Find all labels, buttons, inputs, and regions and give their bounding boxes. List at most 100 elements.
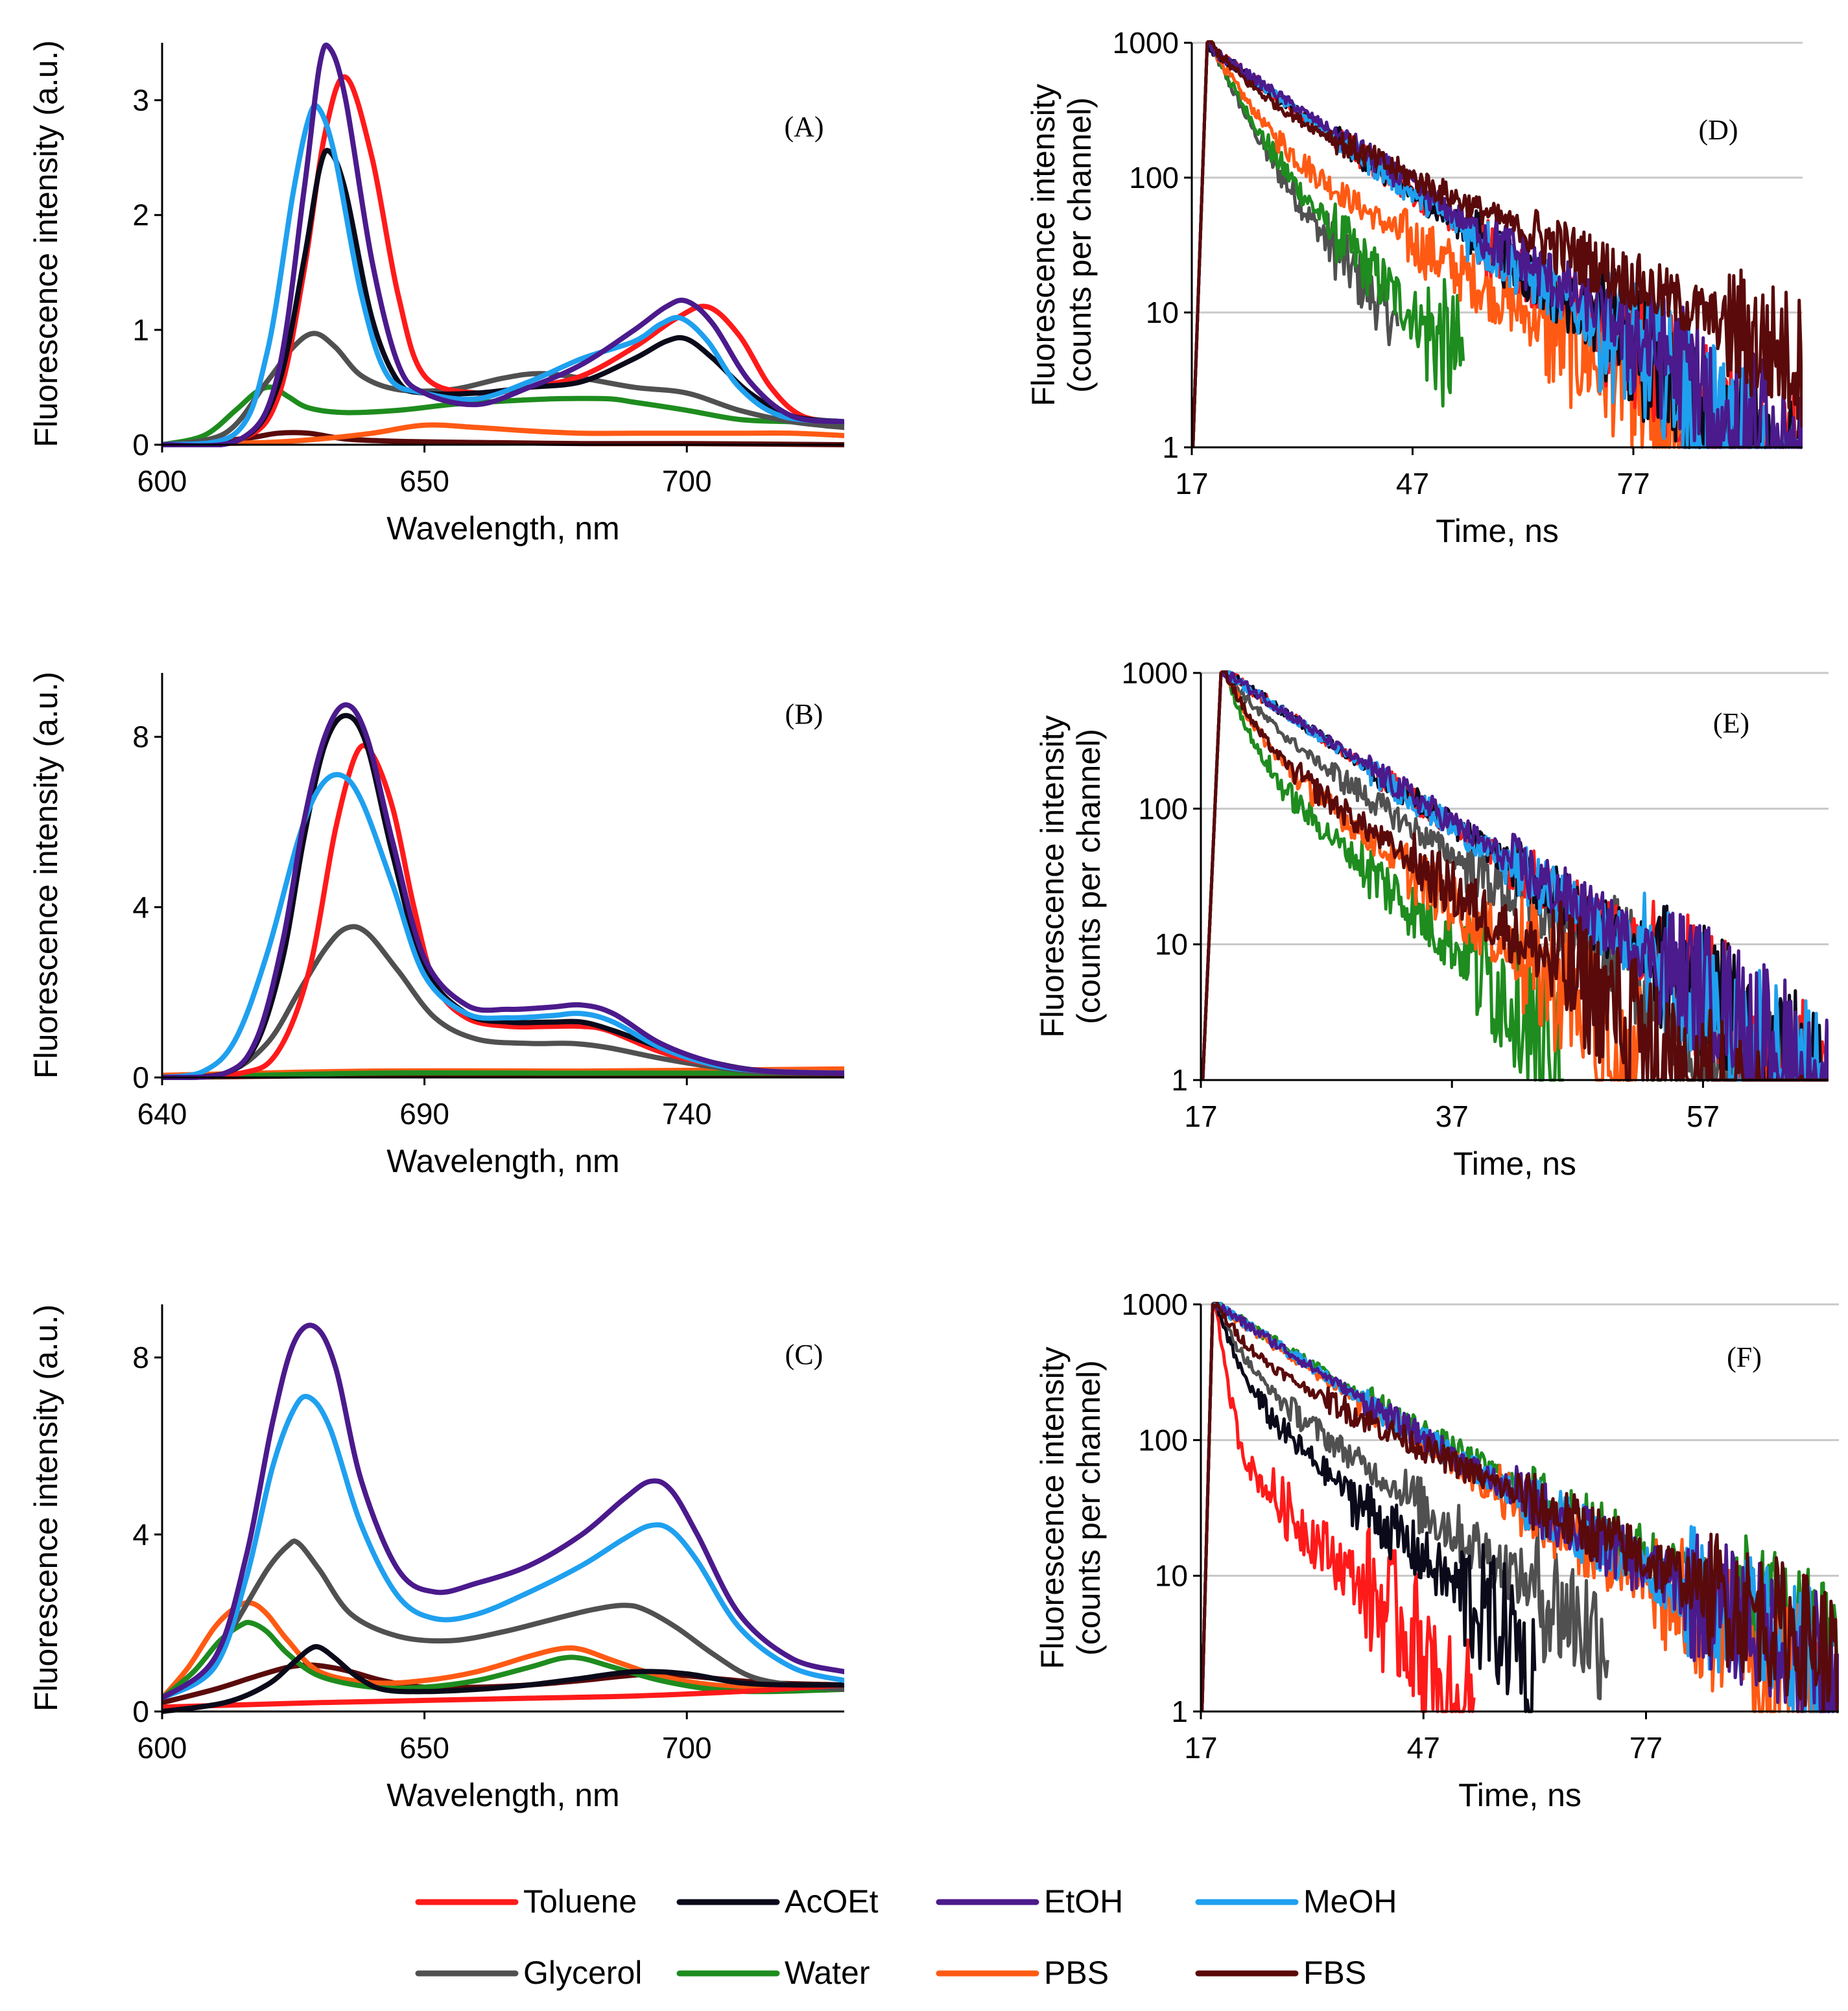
x-tick-label: 690 bbox=[399, 1097, 449, 1131]
y-tick-label: 4 bbox=[132, 890, 149, 924]
series-toluene bbox=[162, 1682, 844, 1710]
x-tick-label: 37 bbox=[1436, 1100, 1469, 1133]
legend-entry-pbs: PBS bbox=[936, 1955, 1109, 1991]
y-axis-label: Fluorescence intensity bbox=[1034, 715, 1071, 1037]
panel-c: 0 4 8 600 650 700 Wavelength, nm Fluorescence i… bbox=[28, 1304, 844, 1813]
series-etoh bbox=[162, 1323, 844, 1701]
y-tick-label: 0 bbox=[132, 1695, 149, 1728]
y-tick-label: 1000 bbox=[1113, 26, 1179, 60]
series-fbs bbox=[1192, 40, 1803, 448]
y-tick-label: 1 bbox=[1171, 1063, 1188, 1097]
y-tick-label: 10 bbox=[1146, 296, 1179, 329]
x-axis-label: Time, ns bbox=[1458, 1777, 1581, 1813]
series-glycerol bbox=[162, 924, 844, 1080]
series-etoh bbox=[162, 42, 844, 447]
x-tick-label: 700 bbox=[662, 464, 712, 498]
panel-e: 1 10 100 1000 17 37 57 Time, ns Fluorescence int… bbox=[1034, 656, 1829, 1182]
series-etoh bbox=[1192, 41, 1803, 449]
x-tick-label: 650 bbox=[399, 464, 449, 498]
y-axis-label-line2: (counts per channel) bbox=[1071, 729, 1107, 1024]
legend-label: EtOH bbox=[1044, 1883, 1123, 1920]
x-tick-label: 17 bbox=[1184, 1100, 1217, 1133]
x-tick-label: 600 bbox=[137, 464, 187, 498]
y-tick-label: 100 bbox=[1129, 161, 1179, 194]
x-tick-label: 47 bbox=[1396, 467, 1429, 500]
y-tick-label: 1000 bbox=[1122, 656, 1188, 690]
x-tick-label: 640 bbox=[137, 1097, 187, 1131]
series-glycerol bbox=[162, 1538, 844, 1701]
x-axis-label: Wavelength, nm bbox=[386, 1143, 619, 1179]
x-tick-label: 57 bbox=[1687, 1100, 1720, 1133]
plot-area bbox=[1192, 40, 1803, 449]
panel-label: (A) bbox=[784, 111, 823, 143]
x-axis-label: Time, ns bbox=[1453, 1146, 1576, 1182]
series-water bbox=[162, 1619, 844, 1701]
series-meoh bbox=[162, 1394, 844, 1701]
legend: Toluene AcOEt EtOH MeOH Glycerol Water PBS FBS bbox=[415, 1883, 1397, 1991]
legend-entry-meoh: MeOH bbox=[1195, 1883, 1397, 1920]
y-tick-label: 1 bbox=[1171, 1695, 1188, 1728]
y-tick-label: 1 bbox=[1162, 430, 1179, 464]
legend-entry-water: Water bbox=[676, 1955, 870, 1991]
y-tick-label: 1 bbox=[132, 313, 149, 347]
x-axis-label: Wavelength, nm bbox=[386, 510, 619, 547]
panel-label: (B) bbox=[785, 698, 823, 730]
y-tick-label: 10 bbox=[1155, 928, 1188, 961]
x-tick-label: 17 bbox=[1175, 467, 1208, 500]
legend-label: Toluene bbox=[523, 1883, 637, 1920]
series-glycerol bbox=[1201, 1302, 1609, 1712]
panel-d: 1 10 100 1000 17 47 77 Time, ns Fluorescence int… bbox=[1025, 26, 1803, 549]
y-axis-label: Fluorescence intensity (a.u.) bbox=[28, 672, 64, 1079]
y-tick-label: 2 bbox=[132, 198, 149, 232]
series-water bbox=[162, 1070, 844, 1080]
panel-b: 0 4 8 640 690 740 Wavelength, nm Fluorescence i… bbox=[28, 672, 844, 1179]
x-axis-label: Time, ns bbox=[1436, 513, 1559, 549]
series-acoet bbox=[162, 1644, 844, 1714]
y-tick-label: 8 bbox=[132, 1341, 149, 1374]
series-etoh bbox=[162, 702, 844, 1080]
series-fbs bbox=[1201, 1302, 1839, 1713]
y-tick-label: 4 bbox=[132, 1518, 149, 1551]
y-axis-label: Fluorescence intensity bbox=[1034, 1347, 1071, 1669]
series-pbs bbox=[162, 422, 844, 447]
series-acoet bbox=[1201, 1302, 1537, 1713]
y-axis-label: Fluorescence intensity (a.u.) bbox=[28, 1304, 64, 1711]
legend-label: PBS bbox=[1044, 1955, 1109, 1991]
y-tick-label: 1000 bbox=[1122, 1288, 1188, 1321]
x-tick-label: 740 bbox=[662, 1097, 712, 1131]
y-tick-label: 0 bbox=[132, 1061, 149, 1094]
x-tick-label: 47 bbox=[1407, 1731, 1440, 1765]
series-fbs bbox=[162, 430, 844, 447]
x-tick-label: 77 bbox=[1629, 1731, 1663, 1765]
y-tick-label: 8 bbox=[132, 720, 149, 754]
legend-entry-acoet: AcOEt bbox=[676, 1883, 879, 1920]
plot-area bbox=[162, 42, 844, 447]
x-tick-label: 17 bbox=[1184, 1731, 1217, 1765]
plot-area bbox=[1201, 1302, 1839, 1713]
y-tick-label: 3 bbox=[132, 84, 149, 117]
plot-area bbox=[162, 702, 844, 1080]
series-meoh bbox=[162, 102, 844, 447]
y-tick-label: 10 bbox=[1155, 1559, 1188, 1593]
panel-a: 0 1 2 3 600 650 700 Wavelength, nm Fluorescence … bbox=[28, 40, 844, 547]
y-axis-label: Fluorescence intensity (a.u.) bbox=[28, 40, 64, 447]
legend-label: MeOH bbox=[1303, 1883, 1397, 1920]
panel-label: (E) bbox=[1713, 707, 1749, 739]
series-etoh bbox=[1201, 671, 1829, 1082]
series-toluene bbox=[162, 743, 844, 1080]
series-water bbox=[1192, 40, 1465, 448]
series-meoh bbox=[162, 771, 844, 1080]
panel-label: (D) bbox=[1698, 114, 1738, 146]
legend-entry-fbs: FBS bbox=[1195, 1955, 1366, 1991]
y-axis-label: Fluorescence intensity bbox=[1025, 84, 1061, 406]
x-tick-label: 700 bbox=[662, 1731, 712, 1765]
x-tick-label: 600 bbox=[137, 1731, 187, 1765]
legend-label: Water bbox=[785, 1955, 870, 1991]
x-axis-label: Wavelength, nm bbox=[386, 1777, 619, 1813]
series-glycerol bbox=[1192, 40, 1400, 448]
plot-area bbox=[162, 1323, 844, 1714]
x-tick-label: 650 bbox=[399, 1731, 449, 1765]
y-axis-label-line2: (counts per channel) bbox=[1061, 97, 1098, 393]
y-tick-label: 0 bbox=[132, 428, 149, 462]
